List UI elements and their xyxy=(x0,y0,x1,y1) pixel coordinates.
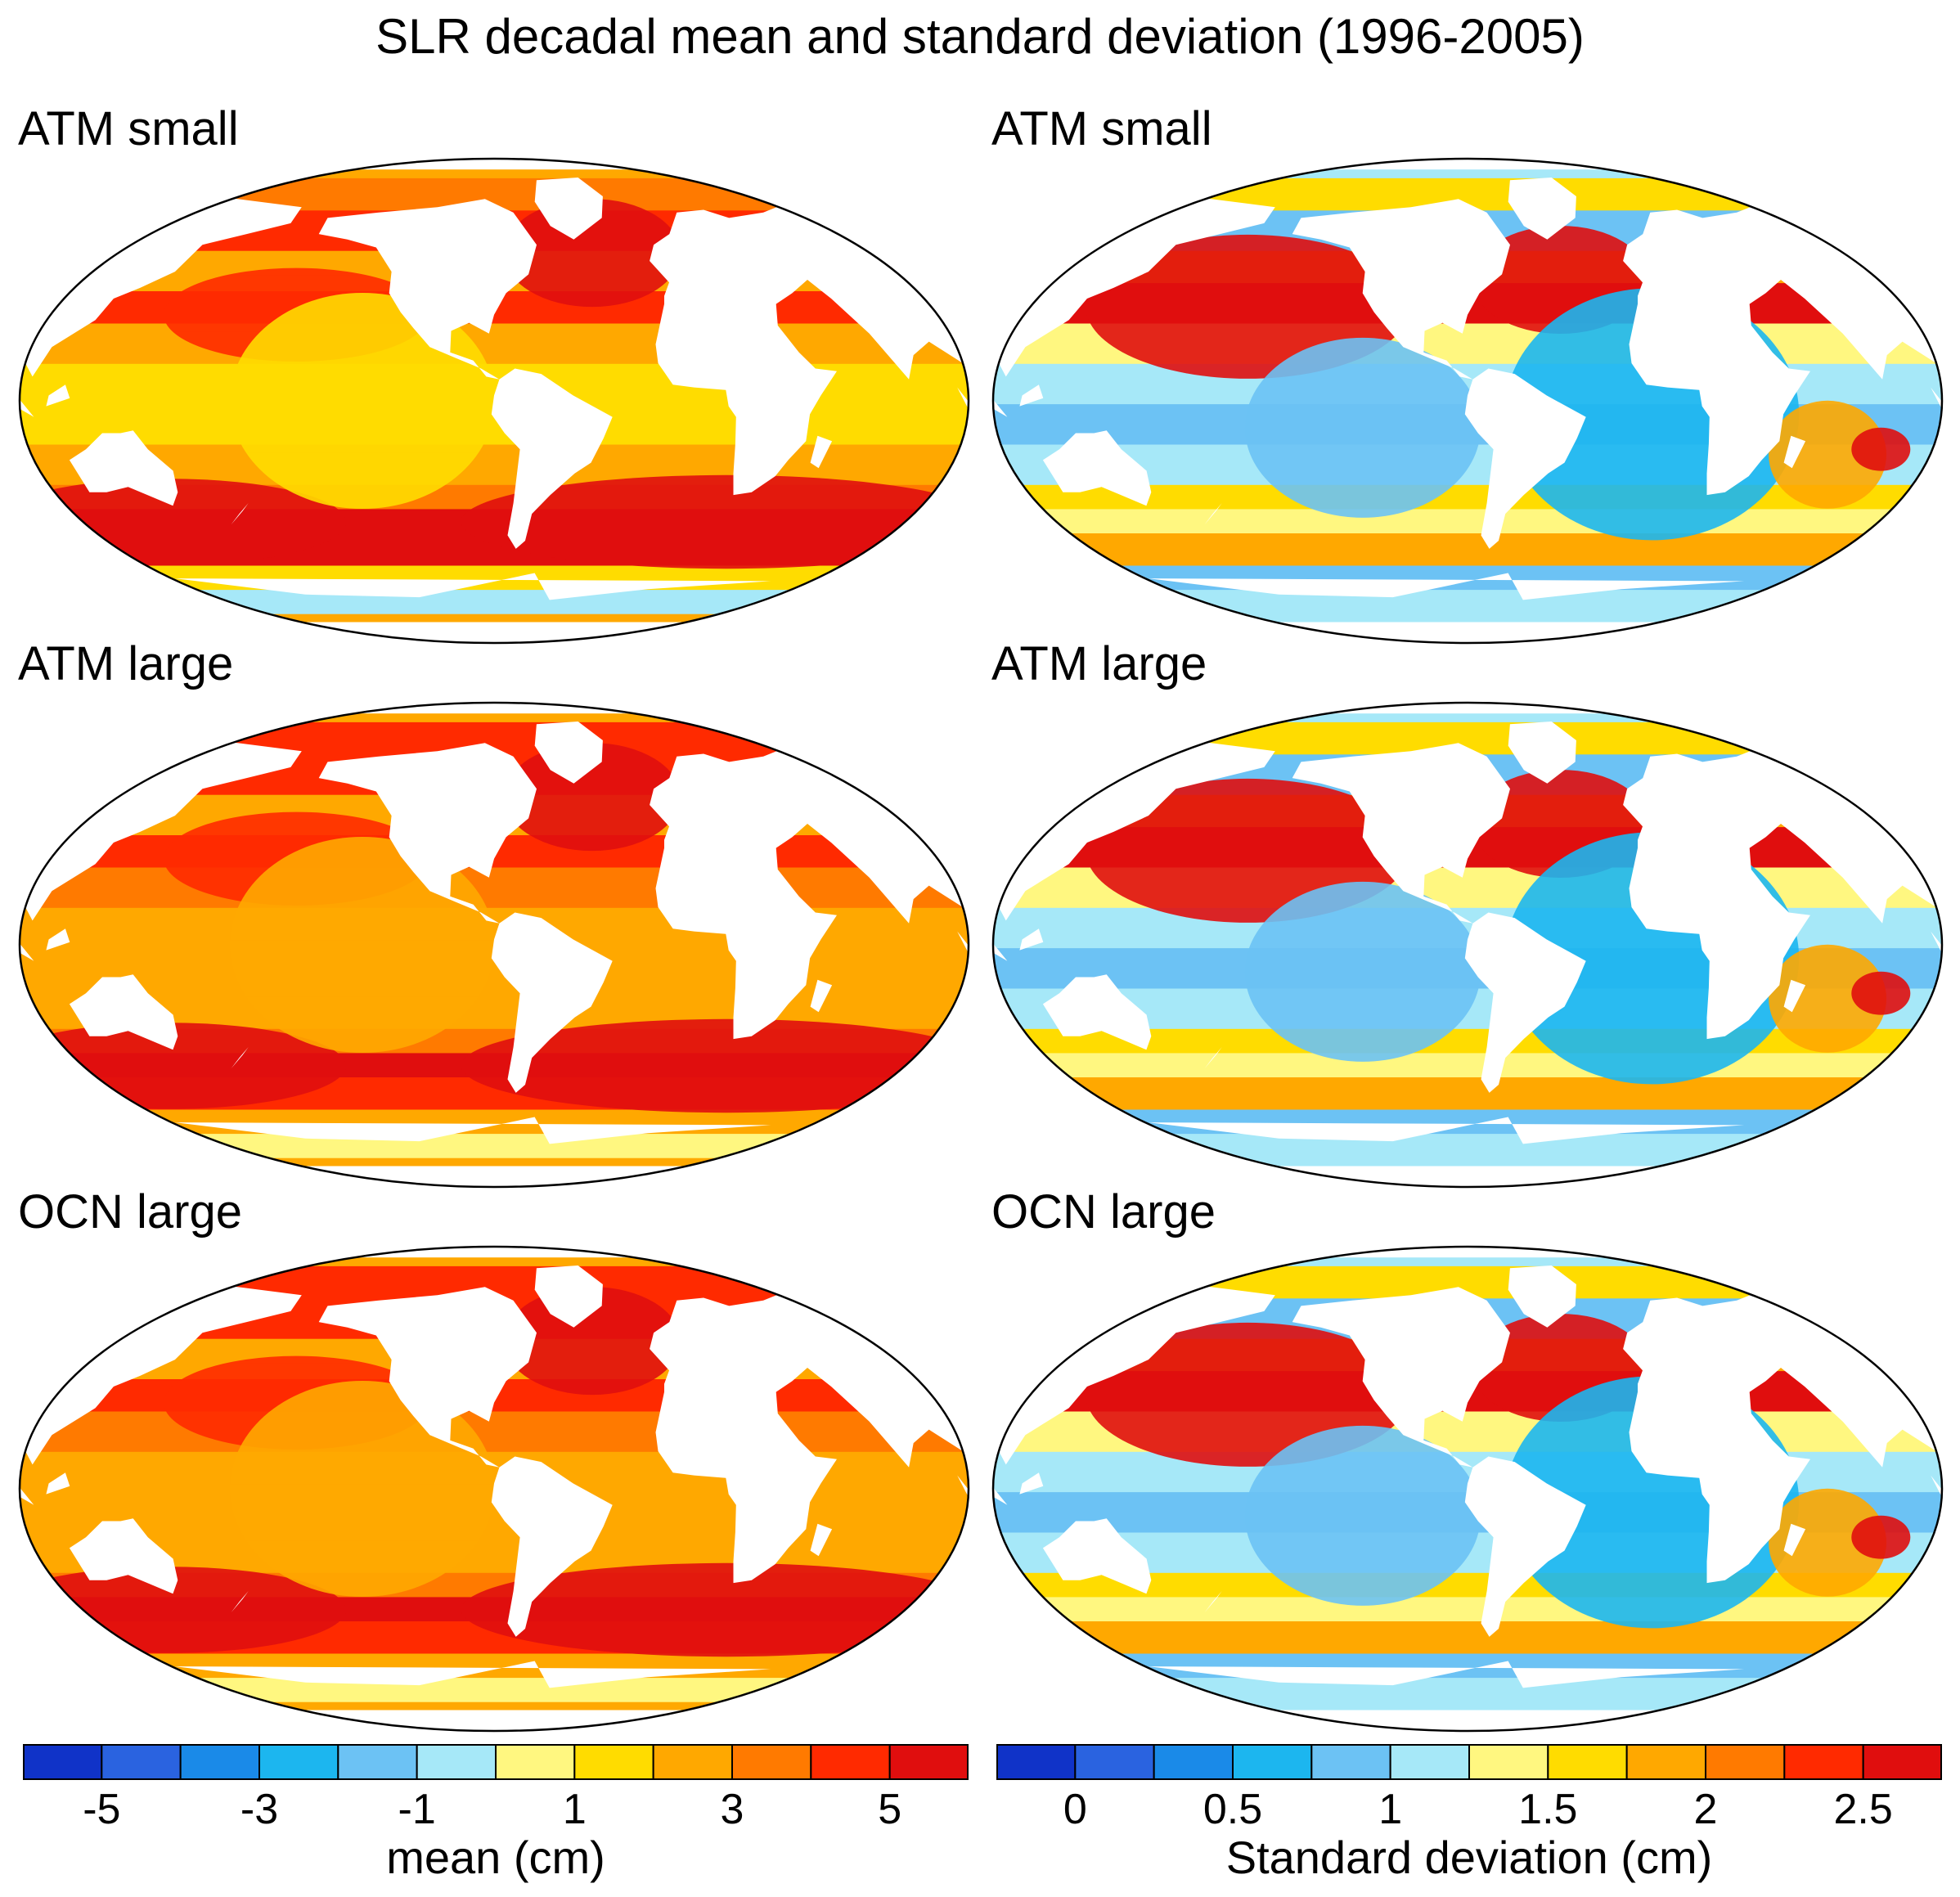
mean-colorbar-bin xyxy=(337,1744,418,1780)
mean-tick-label: 5 xyxy=(878,1786,902,1833)
mean-colorbar-bin xyxy=(652,1744,734,1780)
panel-label-atm-small-mean: ATM small xyxy=(18,102,239,155)
colorbar-mean-label: mean (cm) xyxy=(386,1832,605,1883)
panel-label-ocn-large-mean: OCN large xyxy=(18,1185,242,1238)
map-atm-large-std xyxy=(991,701,1944,1189)
colorbar-std xyxy=(996,1744,1942,1780)
panel-label-atm-small-std: ATM small xyxy=(991,102,1212,155)
colorbar-std-label: Standard deviation (cm) xyxy=(1225,1832,1713,1883)
panel-label-ocn-large-std: OCN large xyxy=(991,1185,1216,1238)
mean-colorbar-bin xyxy=(179,1744,261,1780)
std-colorbar-bin xyxy=(1389,1744,1470,1780)
panel-label-atm-large-mean: ATM large xyxy=(18,637,234,690)
std-colorbar-bin xyxy=(1153,1744,1234,1780)
std-colorbar-bin xyxy=(996,1744,1077,1780)
mean-tick-label: -3 xyxy=(240,1786,279,1833)
mean-colorbar-bin xyxy=(731,1744,812,1780)
std-tick-label: 2 xyxy=(1693,1786,1718,1833)
mean-colorbar-bin xyxy=(258,1744,339,1780)
std-colorbar-bin xyxy=(1625,1744,1707,1780)
mean-tick-label: 1 xyxy=(562,1786,587,1833)
mean-colorbar-bin xyxy=(416,1744,497,1780)
map-atm-small-std xyxy=(991,157,1944,645)
std-colorbar-bin xyxy=(1862,1744,1942,1780)
std-tick-label: 2.5 xyxy=(1833,1786,1893,1833)
std-colorbar-bin xyxy=(1310,1744,1391,1780)
std-colorbar-bin xyxy=(1705,1744,1786,1780)
std-colorbar-bin xyxy=(1468,1744,1549,1780)
std-tick-label: 1 xyxy=(1378,1786,1403,1833)
std-colorbar-bin xyxy=(1074,1744,1155,1780)
map-ocn-large-mean xyxy=(18,1245,970,1733)
mean-colorbar-bin xyxy=(101,1744,182,1780)
mean-tick-label: -1 xyxy=(398,1786,436,1833)
colorbar-mean xyxy=(23,1744,969,1780)
mean-colorbar-bin xyxy=(573,1744,654,1780)
std-tick-label: 1.5 xyxy=(1518,1786,1578,1833)
mean-colorbar-bin xyxy=(888,1744,969,1780)
std-tick-label: 0 xyxy=(1063,1786,1087,1833)
mean-tick-label: 3 xyxy=(720,1786,744,1833)
std-colorbar-bin xyxy=(1783,1744,1864,1780)
figure-title: SLR decadal mean and standard deviation … xyxy=(375,9,1585,64)
std-colorbar-bin xyxy=(1232,1744,1313,1780)
mean-colorbar-bin xyxy=(810,1744,891,1780)
std-tick-label: 0.5 xyxy=(1203,1786,1263,1833)
mean-colorbar-bin xyxy=(495,1744,576,1780)
std-colorbar-bin xyxy=(1547,1744,1628,1780)
mean-colorbar-bin xyxy=(23,1744,103,1780)
map-atm-large-mean xyxy=(18,701,970,1189)
panel-label-atm-large-std: ATM large xyxy=(991,637,1207,690)
mean-tick-label: -5 xyxy=(83,1786,121,1833)
map-ocn-large-std xyxy=(991,1245,1944,1733)
map-atm-small-mean xyxy=(18,157,970,645)
